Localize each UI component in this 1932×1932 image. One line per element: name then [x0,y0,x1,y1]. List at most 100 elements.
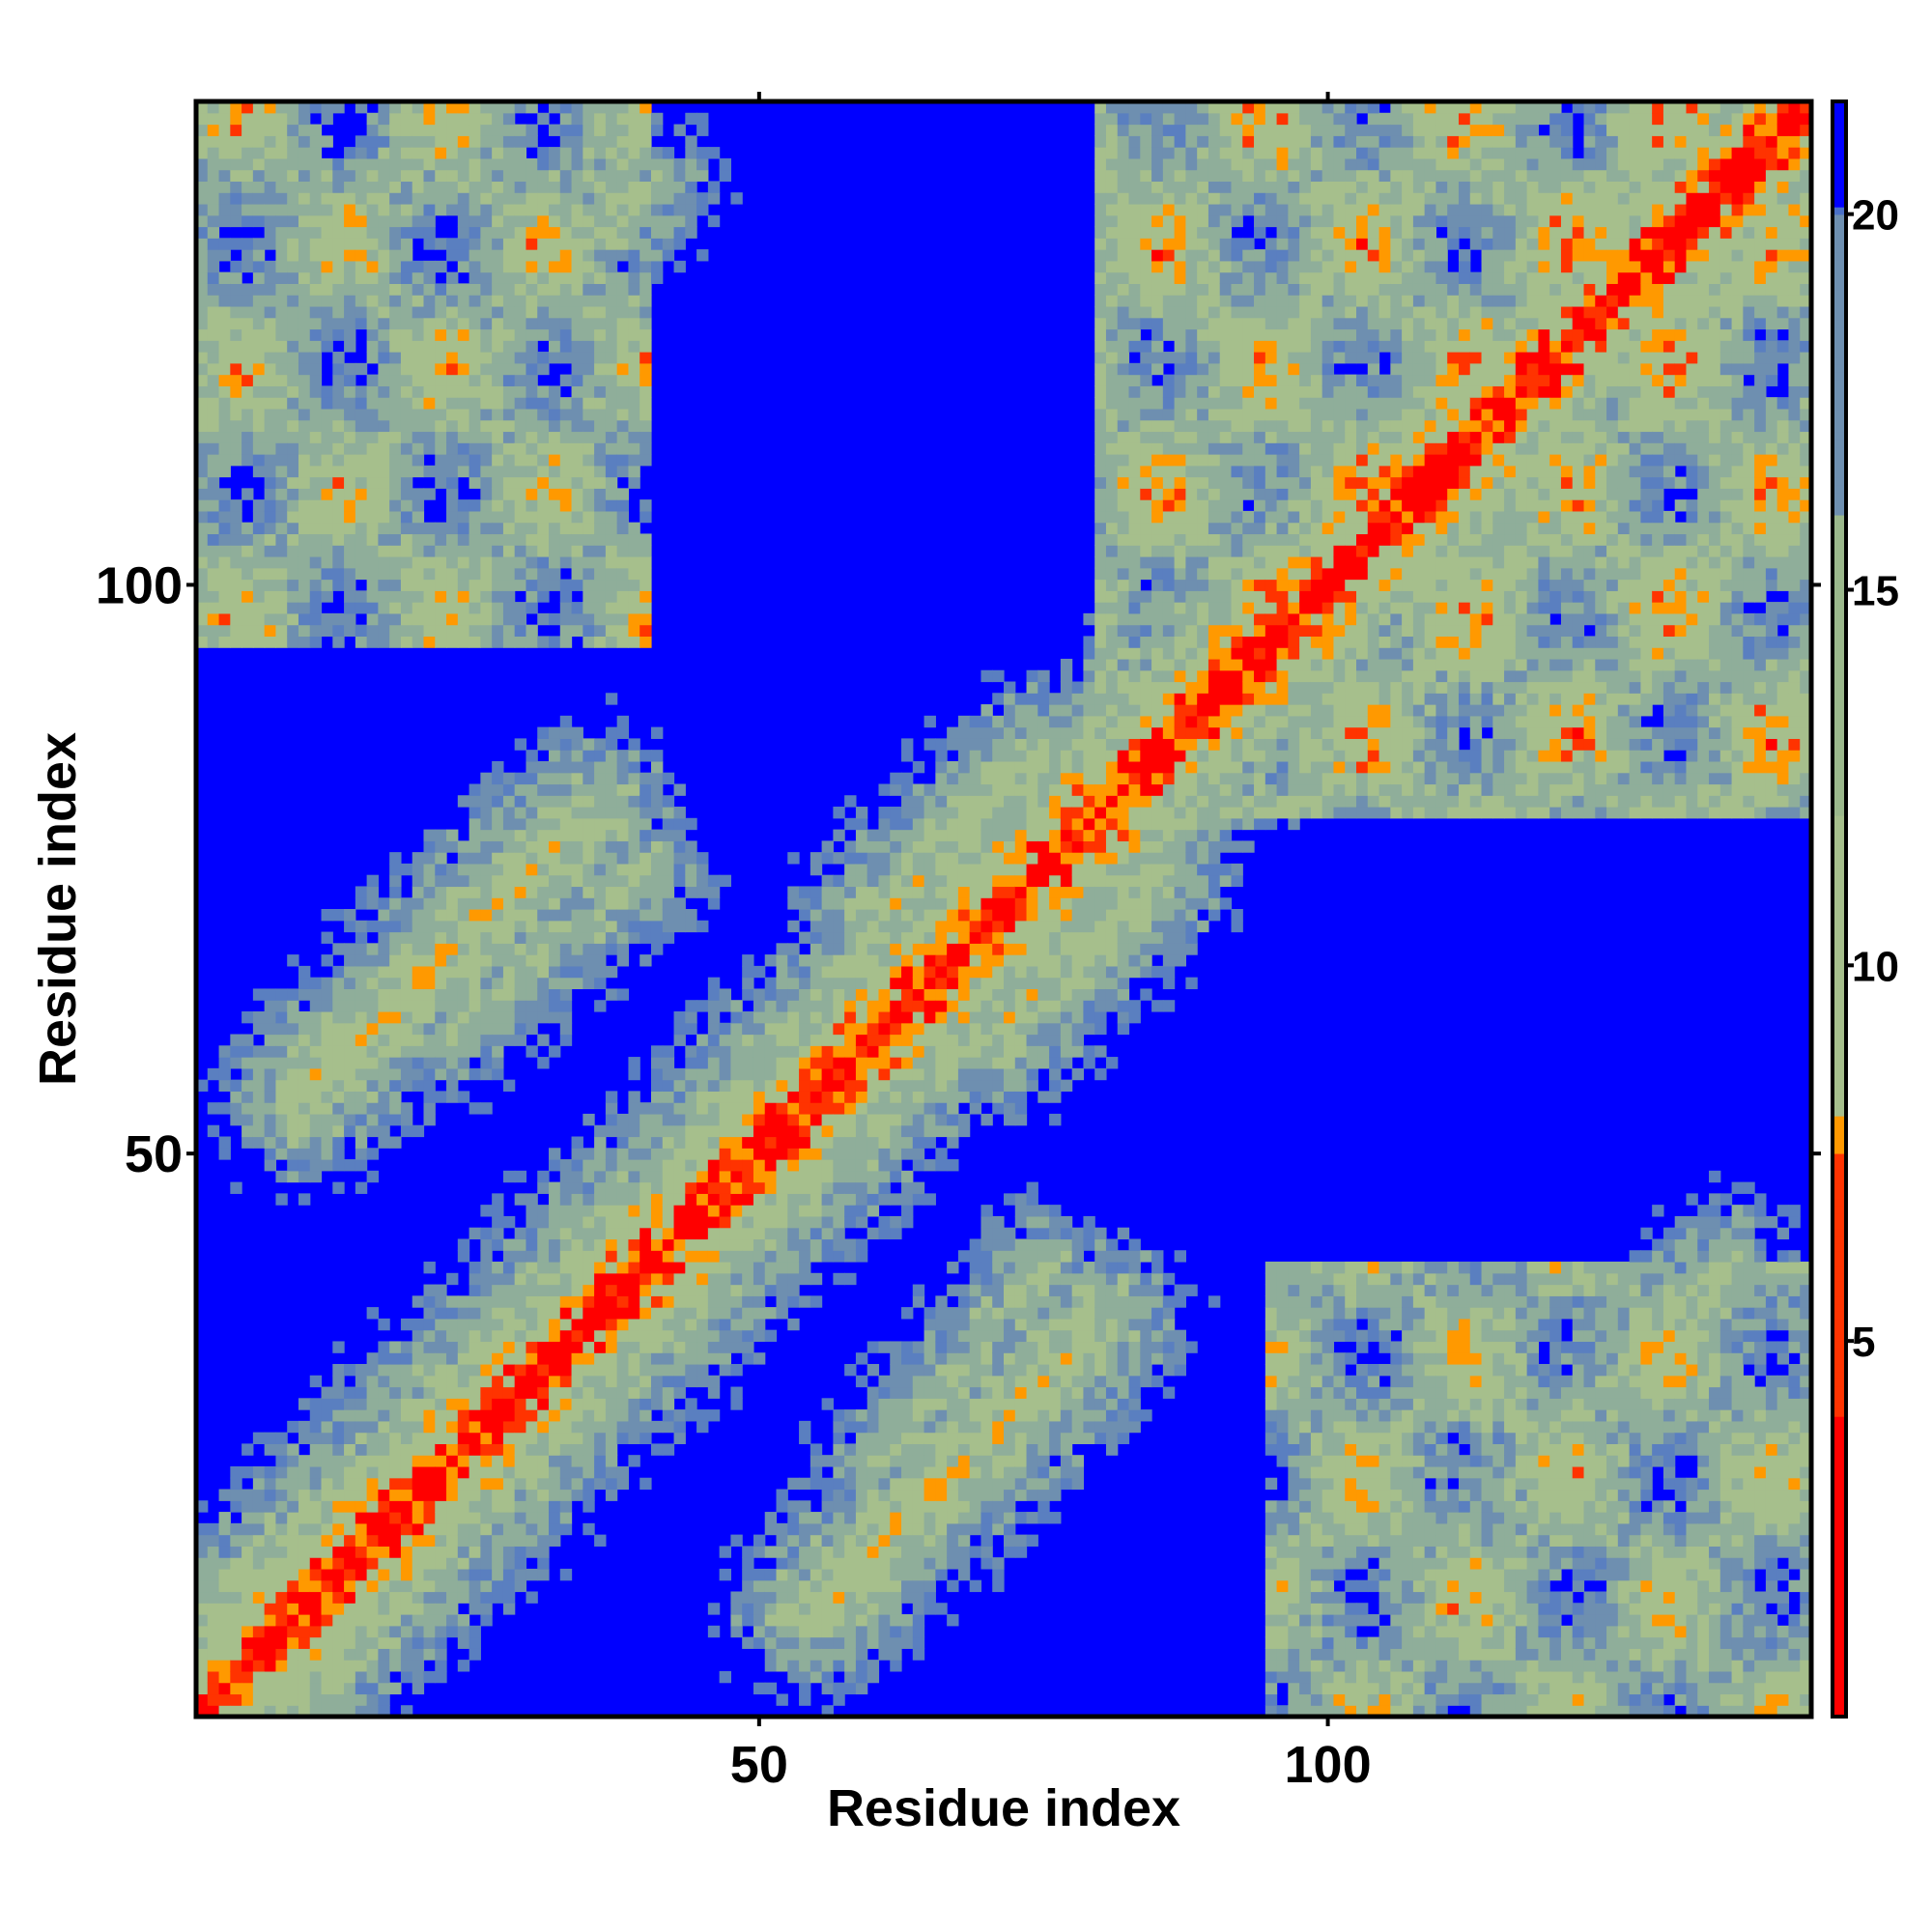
heatmap-cell [287,624,299,637]
heatmap-cell [389,1625,402,1638]
heatmap-cell [605,1205,618,1217]
heatmap-cell [821,1398,834,1410]
heatmap-cell [605,909,618,922]
heatmap-cell [230,431,242,443]
heatmap-cell [264,1682,277,1695]
heatmap-cell [287,181,299,193]
heatmap-cell [492,817,504,831]
heatmap-cell [287,602,299,614]
heatmap-cell [571,374,583,386]
heatmap-cell [628,1409,640,1422]
heatmap-cell [242,352,254,364]
heatmap-cell [650,249,664,262]
heatmap-cell [559,249,573,262]
heatmap-cell [252,147,266,159]
heatmap-cell [446,1591,459,1604]
heatmap-cell [582,852,595,865]
heatmap-cell [298,124,311,136]
heatmap-cell [605,1215,618,1229]
heatmap-cell [446,1079,459,1092]
heatmap-cell [628,249,640,262]
heatmap-cell [810,1010,823,1024]
heatmap-cell [628,1250,640,1263]
heatmap-cell [650,1443,664,1456]
heatmap-cell [400,214,413,228]
heatmap-cell [753,1124,766,1138]
heatmap-cell [435,579,447,591]
heatmap-cell [469,807,481,819]
heatmap-cell [344,1693,356,1706]
heatmap-cell [549,385,561,398]
heatmap-cell [582,442,595,455]
heatmap-cell [605,226,618,239]
heatmap-cell [332,1455,345,1467]
heatmap-cell [662,192,675,205]
heatmap-cell [616,488,630,500]
heatmap-cell [332,1648,345,1661]
heatmap-cell [594,783,607,796]
heatmap-cell [526,1045,538,1058]
heatmap-cell [264,385,277,398]
heatmap-cell [594,1159,607,1172]
heatmap-cell [378,510,390,524]
heatmap-cell [242,147,254,159]
heatmap-cell [196,555,209,569]
heatmap-cell [571,112,583,126]
heatmap-cell [616,726,630,739]
heatmap-cell [594,1420,607,1434]
heatmap-cell [650,931,664,944]
heatmap-cell [526,533,538,546]
heatmap-cell [287,1591,299,1604]
heatmap-cell [435,419,447,433]
heatmap-cell [867,1636,880,1649]
heatmap-cell [469,397,481,410]
heatmap-cell [890,1648,902,1661]
heatmap-cell [218,1636,231,1649]
heatmap-cell [526,442,538,455]
heatmap-cell [309,1682,323,1695]
heatmap-cell [878,1636,891,1649]
heatmap-cell [400,1386,413,1399]
heatmap-cell [469,419,481,433]
heatmap-cell [366,522,379,535]
heatmap-cell [628,1067,640,1081]
heatmap-cell [628,124,640,136]
heatmap-cell [321,431,333,443]
heatmap-cell [571,738,583,751]
heatmap-cell [502,852,516,865]
heatmap-cell [332,1010,345,1024]
heatmap-cell [639,1193,652,1206]
heatmap-cell [469,977,481,990]
heatmap-cell [867,1477,880,1491]
heatmap-cell [867,1625,880,1638]
heatmap-cell [412,499,425,512]
heatmap-cell [616,715,630,728]
heatmap-cell [309,362,323,376]
heatmap-cell [423,340,436,353]
heatmap-cell [230,352,242,364]
heatmap-cell [502,533,516,546]
heatmap-cell [753,1534,766,1547]
heatmap-cell [389,431,402,443]
heatmap-cell [446,1045,459,1058]
heatmap-cell [890,1375,902,1388]
heatmap-cell [332,1409,345,1422]
heatmap-cell [435,328,447,341]
heatmap-cell [196,328,209,341]
heatmap-cell [639,909,652,922]
heatmap-cell [321,1420,333,1434]
heatmap-cell [582,157,595,171]
heatmap-cell [753,1284,766,1296]
heatmap-cell [389,1489,402,1501]
heatmap-cell [582,203,595,216]
heatmap-cell [855,1102,868,1115]
heatmap-cell [605,1159,618,1172]
heatmap-cell [582,1205,595,1217]
heatmap-cell [492,1272,504,1286]
heatmap-cell [605,579,618,591]
heatmap-cell [400,1512,413,1524]
heatmap-cell [355,1375,368,1388]
heatmap-cell [252,385,266,398]
heatmap-cell [594,442,607,455]
heatmap-cell [742,954,754,967]
